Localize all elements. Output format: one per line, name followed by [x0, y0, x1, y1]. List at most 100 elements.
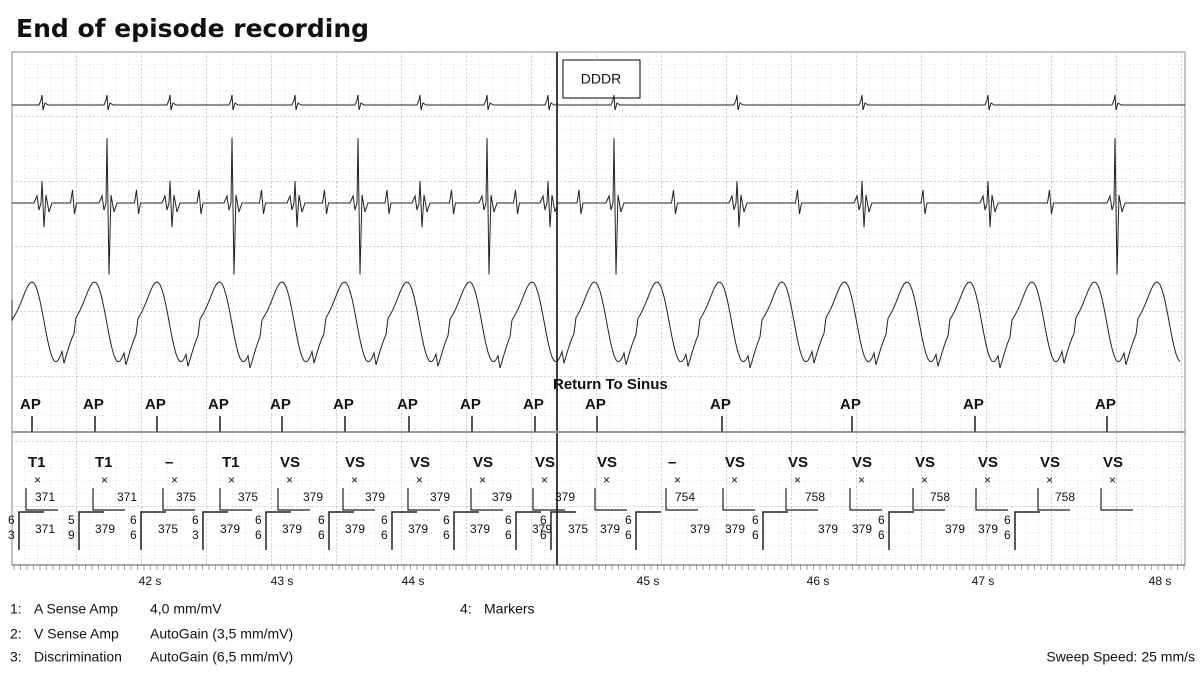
marker-digit: 6: [878, 513, 885, 527]
marker-ap: AP: [397, 396, 418, 413]
marker-x: ×: [541, 473, 548, 487]
interval: 375: [238, 490, 258, 504]
marker-bracket: [849, 488, 882, 511]
interval: 375: [158, 522, 178, 536]
marker-ap: AP: [963, 396, 984, 413]
interval: 379: [555, 490, 575, 504]
marker-digit: 6: [752, 513, 759, 527]
marker-digit: 6: [443, 528, 450, 542]
marker-v: T1: [28, 454, 46, 471]
channel-name: Discrimination: [34, 649, 122, 665]
marker-ap: AP: [333, 396, 354, 413]
marker-x: ×: [794, 473, 801, 487]
marker-ap: AP: [208, 396, 229, 413]
marker-digit: 6: [540, 513, 547, 527]
marker-x: ×: [603, 473, 610, 487]
interval: 379: [408, 522, 428, 536]
marker-v: VS: [1103, 454, 1123, 471]
marker-ap: AP: [585, 396, 606, 413]
marker-digit: 6: [1004, 528, 1011, 542]
channel-name: Markers: [484, 601, 535, 617]
marker-v: VS: [1040, 454, 1060, 471]
marker-digit: 3: [8, 528, 15, 542]
marker-ap: AP: [20, 396, 41, 413]
channel-setting: AutoGain (6,5 mm/mV): [150, 649, 293, 665]
marker-bracket: [635, 511, 661, 550]
marker-bracket: [888, 511, 914, 550]
marker-v: –: [668, 454, 676, 471]
annotation: Return To Sinus: [553, 376, 668, 393]
marker-bracket: [342, 488, 375, 511]
interval: 379: [492, 490, 512, 504]
marker-v: VS: [852, 454, 872, 471]
interval: 758: [805, 490, 825, 504]
marker-digit: 6: [255, 513, 262, 527]
interval: 379: [818, 522, 838, 536]
marker-v: VS: [535, 454, 555, 471]
marker-v: T1: [222, 454, 240, 471]
channel-name: V Sense Amp: [34, 626, 119, 642]
interval: 375: [568, 522, 588, 536]
time-label: 44 s: [402, 574, 425, 588]
interval: 379: [365, 490, 385, 504]
legend: 1: A Sense Amp 4,0 mm/mV 2: V Sense Amp AutoG…: [10, 601, 535, 665]
marker-bracket: [391, 511, 417, 550]
marker-x: ×: [351, 473, 358, 487]
time-label: 47 s: [972, 574, 995, 588]
interval: 379: [532, 522, 552, 536]
marker-ap: AP: [270, 396, 291, 413]
marker-x: ×: [858, 473, 865, 487]
channel-setting: 4,0 mm/mV: [150, 601, 222, 617]
interval: 379: [945, 522, 965, 536]
interval: 758: [930, 490, 950, 504]
interval: 754: [675, 490, 695, 504]
marker-v: VS: [345, 454, 365, 471]
marker-digit: 6: [443, 513, 450, 527]
interval: 371: [35, 522, 55, 536]
marker-bracket: [140, 511, 166, 550]
time-label: 48 s: [1149, 574, 1172, 588]
marker-x: ×: [1109, 473, 1116, 487]
marker-v: VS: [725, 454, 745, 471]
marker-ap: AP: [83, 396, 104, 413]
sweep-speed: Sweep Speed: 25 mm/s: [1046, 649, 1195, 665]
channel-3-trace: [11, 281, 1181, 369]
marker-digit: 6: [255, 528, 262, 542]
interval: 379: [220, 522, 240, 536]
marker-ap: AP: [1095, 396, 1116, 413]
interval: 379: [282, 522, 302, 536]
marker-v: VS: [473, 454, 493, 471]
marker-ap: AP: [710, 396, 731, 413]
marker-v: VS: [788, 454, 808, 471]
marker-ap: AP: [145, 396, 166, 413]
marker-bracket: [162, 488, 195, 511]
time-label: 42 s: [139, 574, 162, 588]
interval: 379: [303, 490, 323, 504]
marker-digit: 6: [130, 513, 137, 527]
marker-digit: 6: [625, 513, 632, 527]
strip-grid: [11, 51, 1186, 566]
interval: 379: [852, 522, 872, 536]
time-label: 46 s: [807, 574, 830, 588]
marker-bracket: [470, 488, 503, 511]
marker-ap: AP: [840, 396, 861, 413]
marker-bracket: [762, 511, 788, 550]
marker-x: ×: [921, 473, 928, 487]
marker-bracket: [1037, 488, 1070, 511]
marker-bracket: [328, 511, 354, 550]
marker-digit: 6: [1004, 513, 1011, 527]
marker-bracket: [722, 488, 755, 511]
interval: 379: [600, 522, 620, 536]
marker-digit: 5: [68, 513, 75, 527]
marker-digit: 6: [381, 513, 388, 527]
channel-index: 3:: [10, 649, 22, 665]
marker-x: ×: [34, 473, 41, 487]
marker-x: ×: [101, 473, 108, 487]
marker-digit: 6: [540, 528, 547, 542]
marker-v: VS: [410, 454, 430, 471]
interval: 379: [430, 490, 450, 504]
marker-ap: AP: [460, 396, 481, 413]
marker-v: VS: [597, 454, 617, 471]
marker-v: VS: [280, 454, 300, 471]
interval: 379: [690, 522, 710, 536]
